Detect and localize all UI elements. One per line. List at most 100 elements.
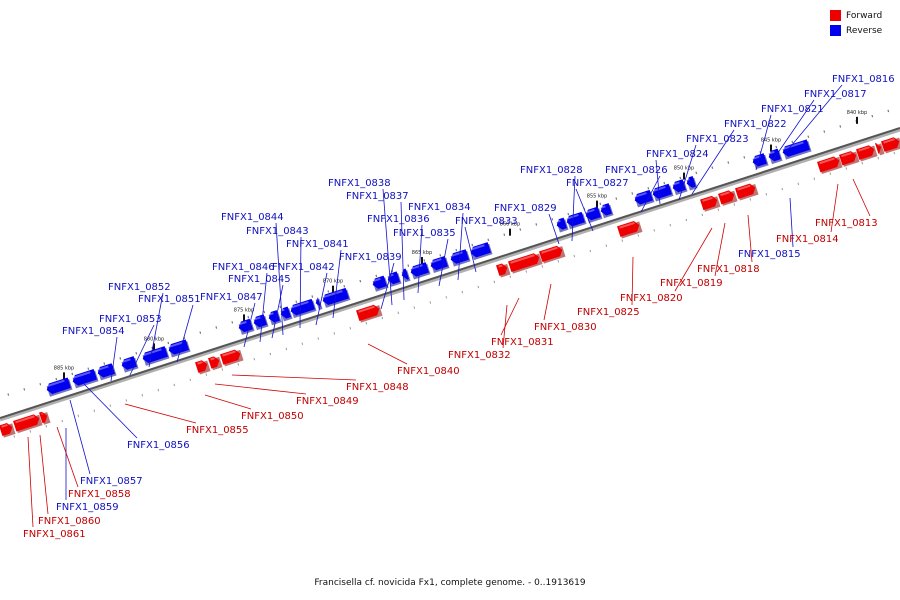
gene-label[interactable]: FNFX1_0842: [272, 262, 335, 273]
scale-tick: [205, 373, 208, 376]
scale-label: 855 kbp: [587, 194, 607, 200]
gene-label[interactable]: FNFX1_0813: [815, 218, 878, 229]
forward-gene-block: [208, 356, 223, 371]
reverse-gene-block: [268, 310, 282, 326]
scale-tick: [503, 233, 506, 236]
scale-tick: [861, 162, 864, 165]
gene-label[interactable]: FNFX1_0860: [38, 516, 101, 527]
gene-label[interactable]: FNFX1_0830: [534, 322, 597, 333]
gene-label[interactable]: FNFX1_0818: [697, 264, 760, 275]
scale-tick: [125, 399, 128, 402]
leader-line: [640, 175, 661, 213]
leader-line: [714, 222, 726, 277]
scale-tick: [669, 223, 672, 227]
scale-tick: [413, 306, 416, 309]
gene-label[interactable]: FNFX1_0849: [296, 396, 359, 407]
reverse-gene-block: [142, 346, 170, 366]
gene-label[interactable]: FNFX1_0851: [138, 294, 201, 305]
gene-label[interactable]: FNFX1_0858: [68, 489, 131, 500]
gene-label[interactable]: FNFX1_0843: [246, 226, 309, 237]
gene-label[interactable]: FNFX1_0824: [646, 149, 709, 160]
gene-label[interactable]: FNFX1_0846: [212, 262, 275, 273]
gene-label[interactable]: FNFX1_0828: [520, 165, 583, 176]
leader-line: [204, 394, 252, 410]
gene-label[interactable]: FNFX1_0817: [804, 89, 867, 100]
gene-label[interactable]: FNFX1_0821: [761, 104, 824, 115]
gene-label[interactable]: FNFX1_0827: [566, 178, 629, 189]
gene-label[interactable]: FNFX1_0847: [200, 292, 263, 303]
scale-tick: [221, 368, 224, 371]
gene-label[interactable]: FNFX1_0837: [346, 191, 409, 202]
gene-label[interactable]: FNFX1_0829: [494, 203, 557, 214]
reverse-gene-block: [752, 153, 769, 170]
scale-major-tick: [509, 228, 511, 236]
gene-label[interactable]: FNFX1_0848: [346, 382, 409, 393]
gene-label[interactable]: FNFX1_0850: [241, 411, 304, 422]
leader-line: [457, 212, 464, 281]
gene-label[interactable]: FNFX1_0844: [221, 212, 284, 223]
gene-label[interactable]: FNFX1_0840: [397, 366, 460, 377]
gene-label[interactable]: FNFX1_0814: [776, 234, 839, 245]
gene-label[interactable]: FNFX1_0852: [108, 282, 171, 293]
scale-tick: [749, 198, 752, 201]
scale-tick: [215, 326, 218, 329]
scale-tick: [733, 203, 736, 206]
gene-label[interactable]: FNFX1_0836: [367, 214, 430, 225]
gene-label[interactable]: FNFX1_0816: [832, 74, 895, 85]
scale-major-tick: [153, 343, 155, 351]
gene-label[interactable]: FNFX1_0832: [448, 350, 511, 361]
gene-label[interactable]: FNFX1_0820: [620, 293, 683, 304]
scale-tick: [87, 367, 90, 371]
leader-line: [417, 224, 423, 294]
forward-gene-block: [508, 253, 543, 274]
leader-line: [755, 114, 772, 171]
leader-line: [772, 99, 815, 161]
scale-label: 845 kbp: [761, 138, 781, 144]
scale-tick: [487, 238, 490, 242]
gene-label[interactable]: FNFX1_0831: [491, 337, 554, 348]
gene-label[interactable]: FNFX1_0841: [286, 239, 349, 250]
leader-line: [678, 144, 697, 201]
scale-label: 870 kbp: [323, 279, 343, 285]
gene-label[interactable]: FNFX1_0859: [56, 502, 119, 513]
gene-label[interactable]: FNFX1_0838: [328, 178, 391, 189]
leader-line: [789, 197, 794, 248]
gene-label[interactable]: FNFX1_0835: [393, 228, 456, 239]
gene-label[interactable]: FNFX1_0857: [80, 476, 143, 487]
scale-tick: [199, 331, 202, 334]
gene-label[interactable]: FNFX1_0826: [605, 165, 668, 176]
scale-tick: [61, 419, 64, 423]
scale-tick: [573, 254, 576, 258]
gene-label[interactable]: FNFX1_0856: [127, 440, 190, 451]
gene-label[interactable]: FNFX1_0819: [660, 278, 723, 289]
scale-tick: [461, 290, 464, 294]
forward-gene-block: [39, 411, 51, 425]
gene-label[interactable]: FNFX1_0833: [455, 216, 518, 227]
gene-label[interactable]: FNFX1_0823: [686, 134, 749, 145]
gene-label[interactable]: FNFX1_0845: [228, 274, 291, 285]
gene-label[interactable]: FNFX1_0854: [62, 326, 125, 337]
scale-tick: [45, 424, 48, 428]
scale-tick: [343, 284, 346, 288]
gene-label[interactable]: FNFX1_0822: [724, 119, 787, 130]
gene-label[interactable]: FNFX1_0834: [408, 202, 471, 213]
gene-label[interactable]: FNFX1_0853: [99, 314, 162, 325]
gene-label[interactable]: FNFX1_0861: [23, 529, 86, 540]
scale-tick: [525, 270, 528, 273]
leader-line: [747, 214, 753, 263]
reverse-gene-block: [470, 242, 493, 261]
gene-label[interactable]: FNFX1_0839: [339, 252, 402, 263]
genome-caption: Francisella cf. novicida Fx1, complete g…: [314, 578, 586, 588]
gene-labels: FNFX1_0816 FNFX1_0817 FNFX1_0821 FNFX1_0822…: [23, 74, 895, 540]
scale-tick: [781, 187, 784, 191]
reverse-gene-block: [768, 148, 783, 165]
leader-line: [315, 272, 328, 326]
scale-major-tick: [243, 314, 245, 322]
scale-tick: [871, 114, 874, 118]
gene-label[interactable]: FNFX1_0815: [738, 249, 801, 260]
leader-line: [380, 262, 395, 310]
gene-label[interactable]: FNFX1_0825: [577, 307, 640, 318]
gene-label[interactable]: FNFX1_0855: [186, 425, 249, 436]
scale-tick: [791, 140, 794, 144]
reverse-gene-block: [600, 203, 614, 219]
